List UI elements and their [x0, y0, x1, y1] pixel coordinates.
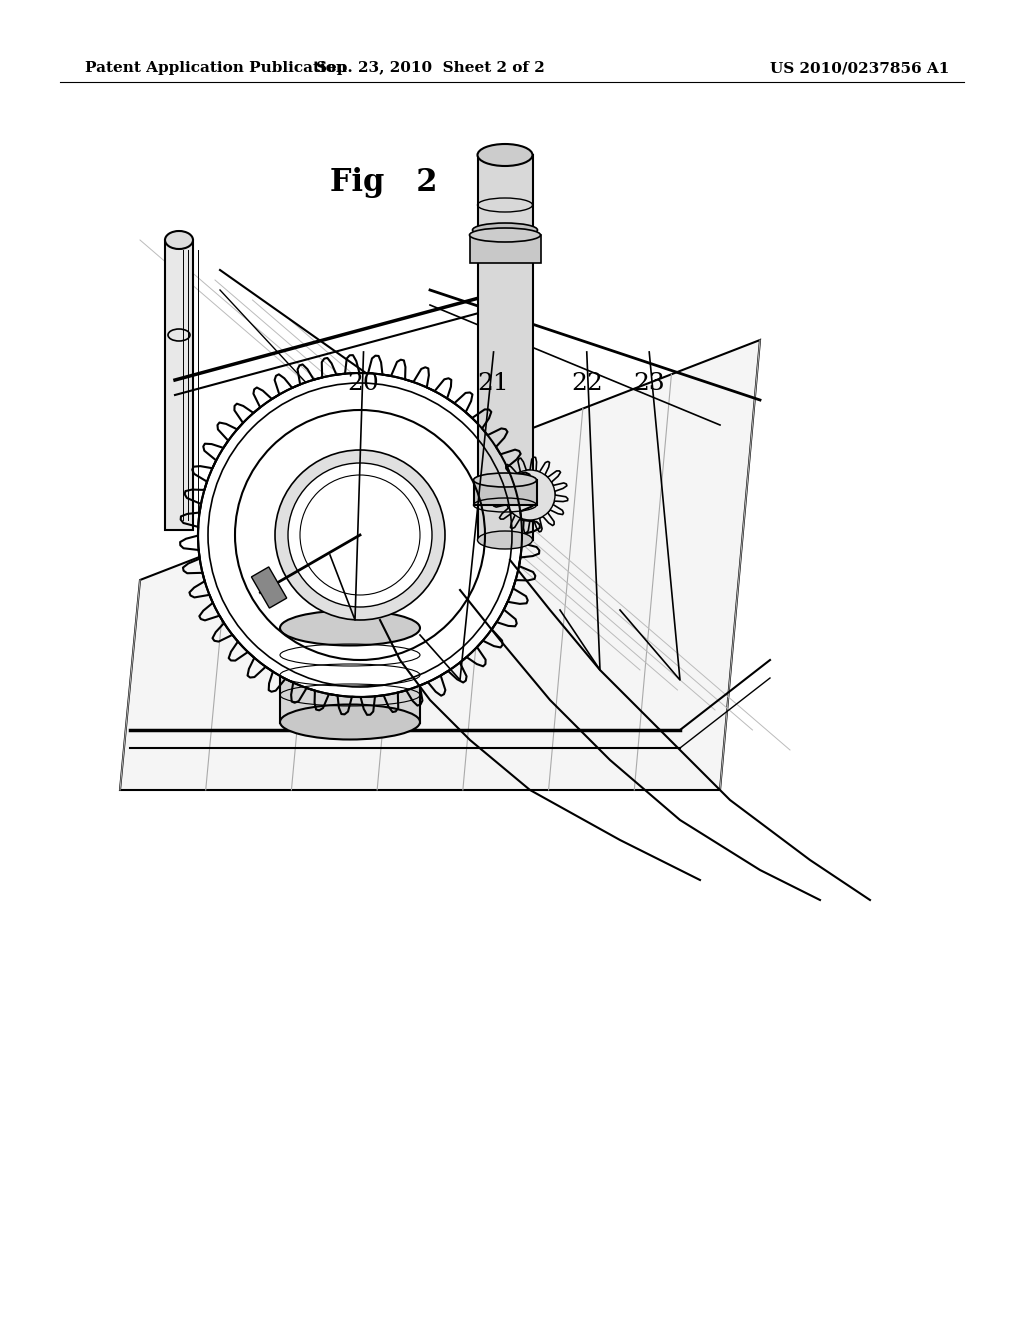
Ellipse shape — [472, 223, 538, 238]
Circle shape — [275, 450, 445, 620]
Ellipse shape — [165, 231, 193, 249]
Ellipse shape — [477, 144, 532, 166]
Text: 20: 20 — [347, 372, 380, 395]
Bar — [165, 240, 193, 531]
Bar — [470, 235, 541, 263]
Text: Fig   2: Fig 2 — [331, 166, 437, 198]
Ellipse shape — [477, 531, 532, 549]
Text: 21: 21 — [478, 372, 509, 395]
Circle shape — [288, 463, 432, 607]
Ellipse shape — [469, 228, 541, 242]
Bar — [280, 628, 420, 723]
Text: Patent Application Publication: Patent Application Publication — [85, 61, 347, 75]
Ellipse shape — [280, 610, 420, 645]
Circle shape — [198, 374, 522, 697]
Ellipse shape — [280, 705, 420, 739]
Text: 23: 23 — [633, 372, 666, 395]
Bar — [474, 480, 537, 506]
Ellipse shape — [473, 473, 537, 487]
Bar — [478, 154, 534, 540]
Bar — [252, 566, 287, 609]
Text: Sep. 23, 2010  Sheet 2 of 2: Sep. 23, 2010 Sheet 2 of 2 — [315, 61, 545, 75]
Circle shape — [505, 470, 555, 520]
Text: 22: 22 — [570, 372, 603, 395]
Polygon shape — [120, 341, 760, 789]
Text: US 2010/0237856 A1: US 2010/0237856 A1 — [770, 61, 949, 75]
